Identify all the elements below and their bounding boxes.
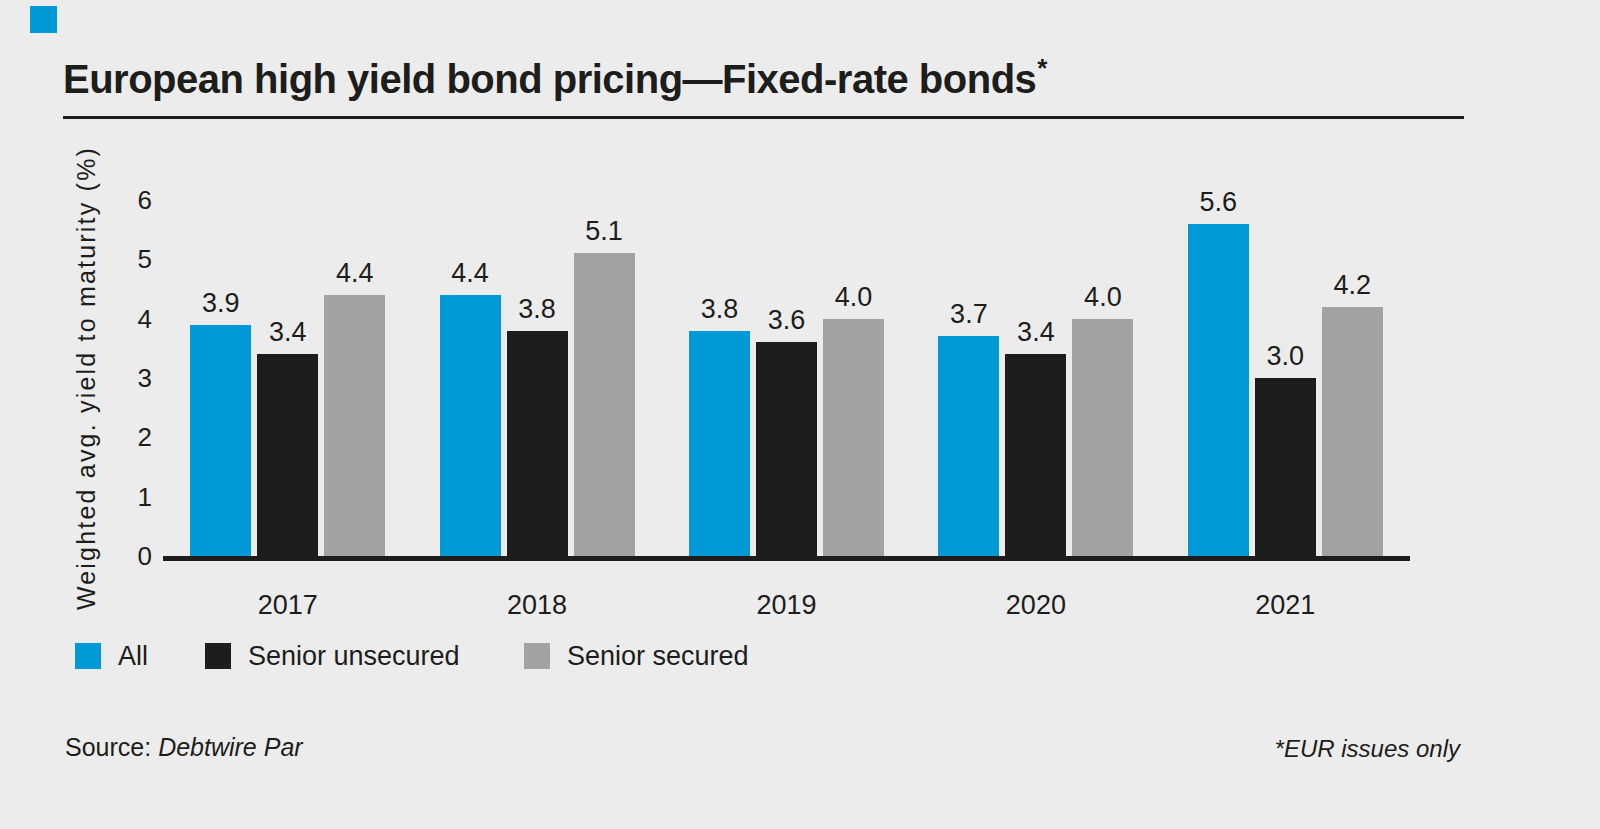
legend: All Senior unsecured Senior secured (0, 641, 1600, 671)
legend-label-all: All (118, 641, 148, 671)
bar-value-label: 4.4 (425, 258, 515, 288)
bar-value-label: 5.6 (1173, 187, 1263, 217)
bar-value-label: 4.0 (1058, 282, 1148, 312)
y-tick-label: 4 (92, 304, 152, 334)
bar-value-label: 4.4 (310, 258, 400, 288)
source-label: Source: (65, 733, 151, 761)
y-tick-label: 3 (92, 363, 152, 393)
x-tick-label: 2020 (976, 590, 1096, 620)
source-publication: Debtwire Par (158, 733, 303, 761)
legend-item-all: All (75, 641, 148, 671)
bar-senior-secured-2019 (823, 319, 884, 556)
bar-all-2018 (440, 295, 501, 556)
bar-senior-unsecured-2019 (756, 342, 817, 556)
bar-senior-unsecured-2018 (507, 331, 568, 556)
legend-item-senior-unsecured: Senior unsecured (205, 641, 460, 671)
bar-value-label: 3.4 (991, 317, 1081, 347)
y-tick-label: 0 (92, 541, 152, 571)
bar-value-label: 3.9 (176, 288, 266, 318)
bar-value-label: 3.4 (243, 317, 333, 347)
bar-senior-secured-2020 (1072, 319, 1133, 556)
brand-accent-square (30, 6, 57, 33)
bar-value-label: 3.8 (492, 294, 582, 324)
bar-senior-secured-2018 (574, 253, 635, 556)
bar-value-label: 3.0 (1240, 341, 1330, 371)
bar-all-2017 (190, 325, 251, 556)
x-tick-label: 2021 (1225, 590, 1345, 620)
bar-all-2021 (1188, 224, 1249, 556)
legend-label-senior-secured: Senior secured (567, 641, 749, 671)
chart-title: European high yield bond pricing—Fixed-r… (63, 55, 1046, 102)
bar-senior-unsecured-2017 (257, 354, 318, 556)
x-tick-label: 2019 (727, 590, 847, 620)
chart-figure: European high yield bond pricing—Fixed-r… (0, 0, 1600, 829)
y-tick-label: 2 (92, 422, 152, 452)
legend-swatch-senior-secured (524, 643, 550, 669)
legend-item-senior-secured: Senior secured (524, 641, 749, 671)
bar-senior-unsecured-2021 (1255, 378, 1316, 556)
bar-value-label: 4.0 (809, 282, 899, 312)
x-tick-label: 2018 (477, 590, 597, 620)
x-axis-line (163, 556, 1410, 561)
title-divider (63, 116, 1464, 119)
footnote: *EUR issues only (1275, 735, 1460, 763)
y-tick-label: 5 (92, 244, 152, 274)
x-tick-label: 2017 (228, 590, 348, 620)
source-note: Source: Debtwire Par (65, 733, 303, 762)
bar-all-2019 (689, 331, 750, 556)
bar-senior-unsecured-2020 (1005, 354, 1066, 556)
legend-swatch-all (75, 643, 101, 669)
legend-swatch-senior-unsecured (205, 643, 231, 669)
bar-value-label: 5.1 (559, 216, 649, 246)
bar-all-2020 (938, 336, 999, 556)
y-tick-label: 1 (92, 482, 152, 512)
bar-senior-secured-2021 (1322, 307, 1383, 556)
chart-title-text: European high yield bond pricing—Fixed-r… (63, 57, 1036, 101)
y-tick-label: 6 (92, 185, 152, 215)
bar-senior-secured-2017 (324, 295, 385, 556)
legend-label-senior-unsecured: Senior unsecured (248, 641, 460, 671)
bar-value-label: 4.2 (1307, 270, 1397, 300)
title-footnote-marker: * (1037, 53, 1047, 83)
